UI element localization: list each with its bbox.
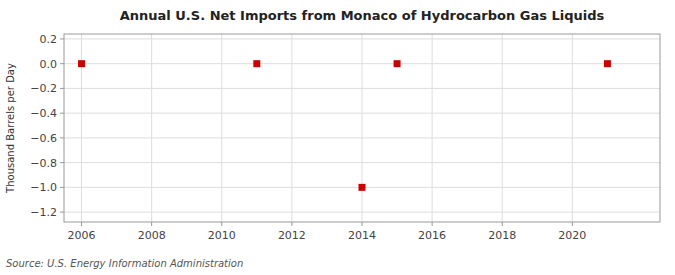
tick-mark <box>502 222 503 226</box>
grid-line <box>221 34 222 222</box>
tick-label: −0.6 <box>30 132 57 145</box>
tick-label: 2010 <box>208 229 236 242</box>
tick-label: −0.2 <box>30 82 57 95</box>
tick-mark <box>572 222 573 226</box>
tick-mark <box>291 222 292 226</box>
tick-mark <box>60 162 64 163</box>
tick-label: 2018 <box>488 229 516 242</box>
tick-mark <box>221 222 222 226</box>
title: Annual U.S. Net Imports from Monaco of H… <box>120 8 605 23</box>
tick-mark <box>432 222 433 226</box>
tick-label: 2016 <box>418 229 446 242</box>
tick-mark <box>60 137 64 138</box>
tick-label: −0.8 <box>30 157 57 170</box>
y-axis-label: Thousand Barrels per Day <box>5 63 16 194</box>
chart-svg: 0.2 0.0 −0.2 −0.4 −0.6 −0.8 −1.0 −1.2 2006 2008 20… <box>0 0 675 275</box>
point <box>359 184 366 191</box>
point <box>78 60 85 67</box>
point <box>604 60 611 67</box>
tick-label: 0.0 <box>40 58 58 71</box>
tick-label: 0.2 <box>40 33 58 46</box>
tick-label: 2008 <box>138 229 166 242</box>
tick-label: −1.0 <box>30 181 57 194</box>
source-note: Source: U.S. Energy Information Administ… <box>6 258 243 269</box>
grid <box>64 34 660 222</box>
tick-label: 2014 <box>348 229 376 242</box>
plot-frame <box>64 34 660 222</box>
tick-mark <box>60 113 64 114</box>
tick-mark <box>60 88 64 89</box>
tick-mark <box>60 38 64 39</box>
tick-label: 2012 <box>278 229 306 242</box>
background <box>0 0 675 275</box>
tick-label: −1.2 <box>30 206 57 219</box>
grid-line <box>291 34 292 222</box>
tick-mark <box>60 63 64 64</box>
grid-line <box>151 34 152 222</box>
grid-line <box>502 34 503 222</box>
tick-label: −0.4 <box>30 107 57 120</box>
tick-mark <box>60 187 64 188</box>
point <box>394 60 401 67</box>
tick-mark <box>362 222 363 226</box>
axes: 0.2 0.0 −0.2 −0.4 −0.6 −0.8 −1.0 −1.2 2006 2008 20… <box>30 33 660 242</box>
grid-line <box>572 34 573 222</box>
tick-label: 2020 <box>558 229 586 242</box>
points <box>78 60 611 191</box>
grid-line <box>432 34 433 222</box>
tick-mark <box>151 222 152 226</box>
tick-label: 2006 <box>68 229 96 242</box>
chart-container: 0.2 0.0 −0.2 −0.4 −0.6 −0.8 −1.0 −1.2 2006 2008 20… <box>0 0 675 275</box>
tick-mark <box>81 222 82 226</box>
tick-mark <box>60 212 64 213</box>
grid-line <box>362 34 363 222</box>
point <box>253 60 260 67</box>
